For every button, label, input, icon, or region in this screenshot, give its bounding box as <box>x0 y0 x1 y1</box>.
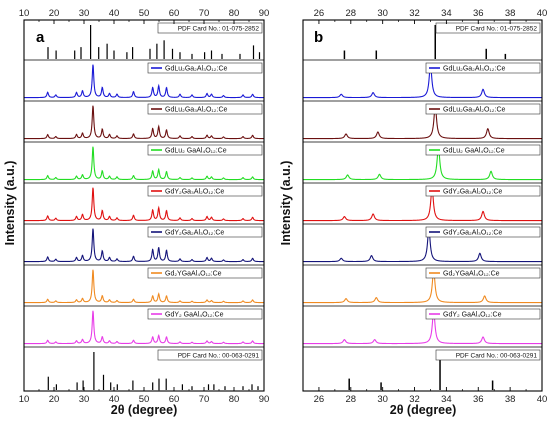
panel-a-legend-series-6-text: Gd₂YGaAl₄O₁₂:Ce <box>165 271 222 278</box>
panel-b-legend-series-7-text: GdY₂ GaAl₄O₁₂:Ce <box>443 312 502 319</box>
panel-a-xtick-label-top: 80 <box>229 8 240 19</box>
panel-b-series-3-line <box>303 145 542 181</box>
panel-a-legend-ref-bottom-text: PDF Card No.: 00-063-0291 <box>178 353 260 360</box>
panel-a-legend-series-1-text: GdLu₂Ga₂Al₃O₁₂:Ce <box>165 66 227 73</box>
panel-a: Intensity (a.u.) 2θ (degree) a PDF Card … <box>3 8 269 417</box>
panel-b-legend-series-1-box <box>425 62 541 74</box>
panel-b-xtick-label-bottom: 40 <box>537 394 548 405</box>
panel-b-xtick-label-bottom: 36 <box>473 394 484 405</box>
panel-b-xtick-label-bottom: 28 <box>346 394 357 405</box>
panel-b-legend-series-4-text: GdY₂Ga₃Al₂O₁₂:Ce <box>443 189 502 196</box>
panel-a-xtick-label-top: 70 <box>199 8 210 19</box>
panel-b-series-1-line <box>303 63 542 99</box>
panel-a-series-7-line <box>24 310 265 345</box>
panel-a-xtick-label-bottom: 10 <box>19 394 30 405</box>
panel-a-legend-series-1-box <box>147 62 263 74</box>
panel-a-xtick-label-bottom: 90 <box>259 394 270 405</box>
panel-b-legend-series-4-box <box>425 185 541 197</box>
panel-a-legend-series-5-text: GdY₂Ga₂Al₃O₁₂:Ce <box>165 230 224 237</box>
panel-b-legend-series-6-text: Gd₂YGaAl₄O₁₂:Ce <box>443 271 500 278</box>
panel-a-xtick-label-bottom: 50 <box>139 394 150 405</box>
panel-b-ylabel: Intensity (a.u.) <box>279 161 293 246</box>
panel-b-series-7-line <box>303 309 542 345</box>
panel-b-series-4-line <box>303 187 542 222</box>
panel-b-series-2-line <box>303 104 542 140</box>
panel-a-legend-series-4-box <box>147 185 263 197</box>
panel-b-legend-series-3-text: GdLu₂ GaAl₄O₁₂:Ce <box>443 148 505 155</box>
panel-b-legend-series-1-text: GdLu₂Ga₂Al₃O₁₂:Ce <box>443 66 505 73</box>
panel-b-xtick-label-bottom: 34 <box>441 394 452 405</box>
panel-a-series-6-line <box>24 269 265 304</box>
panel-b-xtick-label-bottom: 26 <box>314 394 325 405</box>
panel-b-legend-ref-bottom-text: PDF Card No.: 00-063-0291 <box>456 353 538 360</box>
panel-a-xtick-label-bottom: 20 <box>49 394 60 405</box>
panel-b-xtick-label-top: 38 <box>505 8 516 19</box>
panel-b-xtick-label-bottom: 38 <box>505 394 516 405</box>
panel-b-letter: b <box>314 29 323 46</box>
panel-a-legend-ref-top-text: PDF Card No.: 01-075-2852 <box>178 26 260 33</box>
panel-b-xtick-label-top: 26 <box>314 8 325 19</box>
panel-a-xtick-label-top: 40 <box>109 8 120 19</box>
panel-b-xtick-label-top: 40 <box>537 8 548 19</box>
panel-b-xtick-label-bottom: 30 <box>377 394 388 405</box>
panel-b-legend-series-7-box <box>425 308 541 320</box>
panel-a-xtick-label-bottom: 60 <box>169 394 180 405</box>
panel-a-legend-series-2-box <box>147 103 263 115</box>
panel-a-legend-ref-top-box <box>157 22 263 34</box>
panel-b-legend-series-2-text: GdLu₂Ga₃Al₂O₁₂:Ce <box>443 107 505 114</box>
panel-b-xtick-label-bottom: 32 <box>409 394 420 405</box>
panel-a-legend-series-3-box <box>147 144 263 156</box>
panel-a-series-5-line <box>24 228 264 263</box>
panel-a-xtick-label-top: 10 <box>19 8 30 19</box>
panel-b-xtick-label-top: 30 <box>377 8 388 19</box>
panel-b-legend-ref-top-text: PDF Card No.: 01-075-2852 <box>456 26 538 33</box>
panel-a-xtick-label-top: 30 <box>79 8 90 19</box>
panel-b-series-5-line <box>303 227 542 263</box>
panel-a-legend-series-6-box <box>147 267 263 279</box>
panel-b-xtick-label-top: 36 <box>473 8 484 19</box>
panel-a-series-4-line <box>24 187 264 222</box>
panel-a-xtick-label-bottom: 70 <box>199 394 210 405</box>
panel-a-series-3-line <box>24 146 264 181</box>
panel-b-xtick-label-top: 34 <box>441 8 452 19</box>
panel-b-legend-series-6-box <box>425 267 541 279</box>
panel-a-xtick-label-top: 60 <box>169 8 180 19</box>
panel-a-xtick-label-bottom: 30 <box>79 394 90 405</box>
panel-a-legend-series-2-text: GdLu₂Ga₃Al₂O₁₂:Ce <box>165 107 227 114</box>
panel-b-legend-series-5-box <box>425 226 541 238</box>
panel-a-legend-series-5-box <box>147 226 263 238</box>
panel-b-legend-ref-top-box <box>435 22 541 34</box>
panel-b-legend-series-2-box <box>425 103 541 115</box>
panel-b-legend-series-5-text: GdY₂Ga₂Al₃O₁₂:Ce <box>443 230 502 237</box>
panel-b-legend-series-3-box <box>425 144 541 156</box>
panel-a-xlabel: 2θ (degree) <box>111 403 178 417</box>
panel-b-legend-ref-bottom-box <box>435 349 541 361</box>
panel-a-ylabel: Intensity (a.u.) <box>3 161 17 246</box>
panel-a-legend-series-3-text: GdLu₂ GaAl₄O₁₂:Ce <box>165 148 227 155</box>
panel-a-letter: a <box>36 29 45 46</box>
panel-a-xtick-label-top: 20 <box>49 8 60 19</box>
panel-a-xtick-label-bottom: 40 <box>109 394 120 405</box>
panel-a-legend-ref-bottom-box <box>157 349 263 361</box>
panel-a-xtick-label-bottom: 80 <box>229 394 240 405</box>
panel-a-xtick-label-top: 90 <box>259 8 270 19</box>
panel-a-legend-series-4-text: GdY₂Ga₃Al₂O₁₂:Ce <box>165 189 224 196</box>
panel-b: Intensity (a.u.) 2θ (degree) b PDF Card … <box>279 8 547 417</box>
panel-a-legend-series-7-box <box>147 308 263 320</box>
panel-b-xlabel: 2θ (degree) <box>390 403 457 417</box>
panel-a-series-1-line <box>24 64 265 99</box>
panel-a-xtick-label-top: 50 <box>139 8 150 19</box>
panel-b-xtick-label-top: 32 <box>409 8 420 19</box>
panel-b-frame <box>302 19 543 392</box>
panel-b-xtick-label-top: 28 <box>346 8 357 19</box>
panel-b-series-6-line <box>303 268 542 304</box>
panel-a-legend-series-7-text: GdY₂ GaAl₄O₁₂:Ce <box>165 312 224 319</box>
panel-a-series-2-line <box>24 105 264 140</box>
